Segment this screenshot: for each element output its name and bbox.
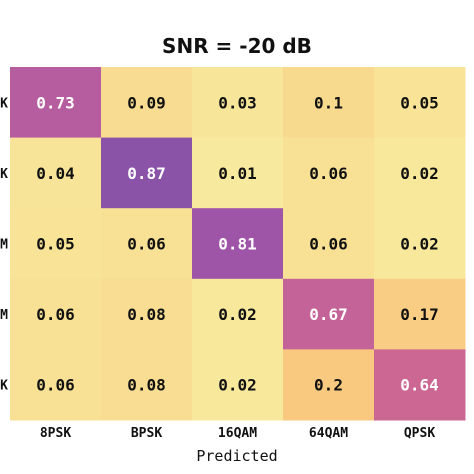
heatmap-cell bbox=[192, 208, 284, 280]
heatmap-cell bbox=[374, 67, 466, 139]
heatmap-cell bbox=[101, 137, 193, 209]
heatmap-cell bbox=[192, 137, 284, 209]
cell-value-label: 0.06 bbox=[127, 235, 166, 254]
heatmap-cell bbox=[10, 208, 102, 280]
heatmap-cell bbox=[374, 278, 466, 350]
heatmap-cell bbox=[192, 349, 284, 421]
cell-value-label: 0.05 bbox=[36, 235, 75, 254]
heatmap-cell bbox=[192, 67, 284, 139]
cell-value-label: 0.04 bbox=[36, 164, 75, 183]
heatmap-cell bbox=[101, 67, 193, 139]
cell-value-label: 0.64 bbox=[400, 376, 439, 395]
x-axis-ticks: 8PSK BPSK 16QAM 64QAM QPSK bbox=[40, 426, 435, 441]
cell-value-label: 0.02 bbox=[218, 376, 257, 395]
cell-value-label: 0.03 bbox=[218, 93, 257, 112]
cell-value-label: 0.81 bbox=[218, 235, 257, 254]
y-tick-label: M bbox=[0, 308, 8, 323]
cell-value-label: 0.2 bbox=[314, 376, 343, 395]
x-tick-label: 16QAM bbox=[218, 426, 257, 441]
cell-value-label: 0.06 bbox=[309, 235, 348, 254]
x-tick-label: 8PSK bbox=[40, 426, 71, 441]
heatmap-cell bbox=[101, 208, 193, 280]
heatmap-cell bbox=[283, 349, 375, 421]
cell-value-label: 0.02 bbox=[218, 305, 257, 324]
cell-value-label: 0.17 bbox=[400, 305, 439, 324]
y-tick-label: K bbox=[0, 96, 8, 111]
y-tick-label: M bbox=[0, 238, 8, 253]
cell-value-label: 0.02 bbox=[400, 235, 439, 254]
y-tick-label: K bbox=[0, 167, 8, 182]
x-tick-label: BPSK bbox=[131, 426, 162, 441]
cell-value-label: 0.73 bbox=[36, 93, 75, 112]
cell-value-label: 0.01 bbox=[218, 164, 257, 183]
cell-value-label: 0.08 bbox=[127, 305, 166, 324]
heatmap-cell bbox=[374, 208, 466, 280]
heatmap-cell bbox=[10, 137, 102, 209]
heatmap-cell bbox=[374, 137, 466, 209]
heatmap-cell bbox=[101, 349, 193, 421]
cell-value-label: 0.1 bbox=[314, 93, 343, 112]
chart-title: SNR = -20 dB bbox=[162, 34, 312, 58]
cell-value-label: 0.87 bbox=[127, 164, 166, 183]
heatmap-cell bbox=[10, 278, 102, 350]
cell-value-label: 0.02 bbox=[400, 164, 439, 183]
y-axis-ticks: K K M M K bbox=[0, 96, 8, 393]
heatmap-cell bbox=[101, 278, 193, 350]
cell-value-label: 0.09 bbox=[127, 93, 166, 112]
y-tick-label: K bbox=[0, 379, 8, 394]
cell-value-label: 0.08 bbox=[127, 376, 166, 395]
x-tick-label: 64QAM bbox=[309, 426, 348, 441]
heatmap-cell bbox=[192, 278, 284, 350]
cell-value-label: 0.06 bbox=[36, 305, 75, 324]
cell-value-label: 0.06 bbox=[36, 376, 75, 395]
heatmap-cell bbox=[283, 278, 375, 350]
cell-value-label: 0.67 bbox=[309, 305, 348, 324]
heatmap-cell bbox=[283, 137, 375, 209]
cell-value-label: 0.05 bbox=[400, 93, 439, 112]
heatmap-cell bbox=[374, 349, 466, 421]
heatmap-cell bbox=[10, 67, 102, 139]
heatmap-cell bbox=[283, 208, 375, 280]
cell-value-label: 0.06 bbox=[309, 164, 348, 183]
x-tick-label: QPSK bbox=[404, 426, 435, 441]
heatmap-cells: 0.73 0.09 0.03 0.1 0.05 0.04 0.87 0.01 0.06 0.02 0… bbox=[10, 67, 466, 421]
x-axis-label: Predicted bbox=[196, 447, 277, 465]
heatmap-cell bbox=[283, 67, 375, 139]
heatmap-cell bbox=[10, 349, 102, 421]
